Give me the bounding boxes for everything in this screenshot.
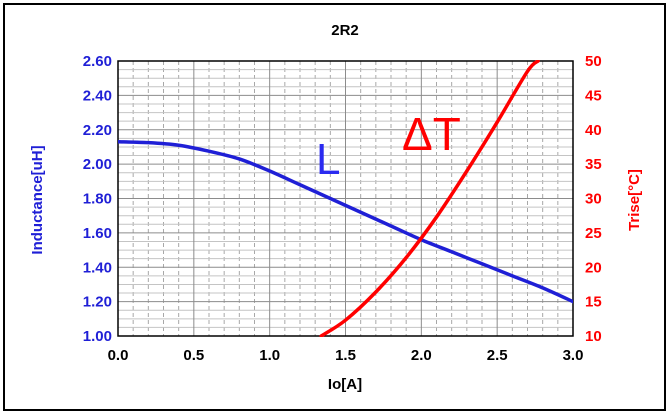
tick-labels: 0.0 0.5 1.0 1.5 2.0 2.5 3.0 1.00 1.20 1.40 1.60 1.8…	[83, 53, 602, 364]
y-left-tick-label: 1.40	[83, 259, 112, 276]
series-label-inductance: L	[316, 135, 340, 184]
y-left-tick-label: 2.60	[83, 53, 112, 70]
y-axis-right-label: Trise[°C]	[626, 169, 643, 231]
y-left-tick-label: 1.80	[83, 191, 112, 208]
y-right-tick-label: 25	[585, 225, 602, 242]
chart-title: 2R2	[331, 22, 359, 39]
y-right-tick-label: 45	[585, 87, 602, 104]
x-tick-label: 2.0	[411, 347, 432, 364]
y-right-tick-label: 15	[585, 294, 602, 311]
y-right-tick-label: 40	[585, 122, 602, 139]
y-left-tick-label: 1.20	[83, 294, 112, 311]
grid-major	[118, 61, 573, 336]
series-layer	[118, 60, 573, 337]
y-right-tick-label: 10	[585, 328, 602, 345]
plot-area	[117, 60, 574, 337]
x-axis-label: Io[A]	[328, 376, 362, 393]
y-right-tick-label: 35	[585, 156, 602, 173]
series-line-delta-t	[319, 60, 540, 337]
y-left-tick-label: 2.40	[83, 87, 112, 104]
y-axis-left-label: Inductance[uH]	[29, 145, 46, 254]
y-left-tick-label: 1.00	[83, 328, 112, 345]
y-right-tick-label: 30	[585, 191, 602, 208]
y-right-tick-label: 50	[585, 53, 602, 70]
x-tick-label: 0.0	[108, 347, 129, 364]
x-tick-label: 3.0	[563, 347, 584, 364]
y-left-tick-label: 1.60	[83, 225, 112, 242]
series-line-inductance	[118, 140, 573, 304]
y-left-tick-label: 2.20	[83, 122, 112, 139]
y-right-tick-label: 20	[585, 259, 602, 276]
x-tick-label: 0.5	[183, 347, 204, 364]
y-left-tick-label: 2.00	[83, 156, 112, 173]
x-tick-label: 1.5	[335, 347, 356, 364]
x-tick-label: 2.5	[487, 347, 508, 364]
x-tick-label: 1.0	[259, 347, 280, 364]
series-label-delta-t: ΔT	[402, 108, 461, 160]
